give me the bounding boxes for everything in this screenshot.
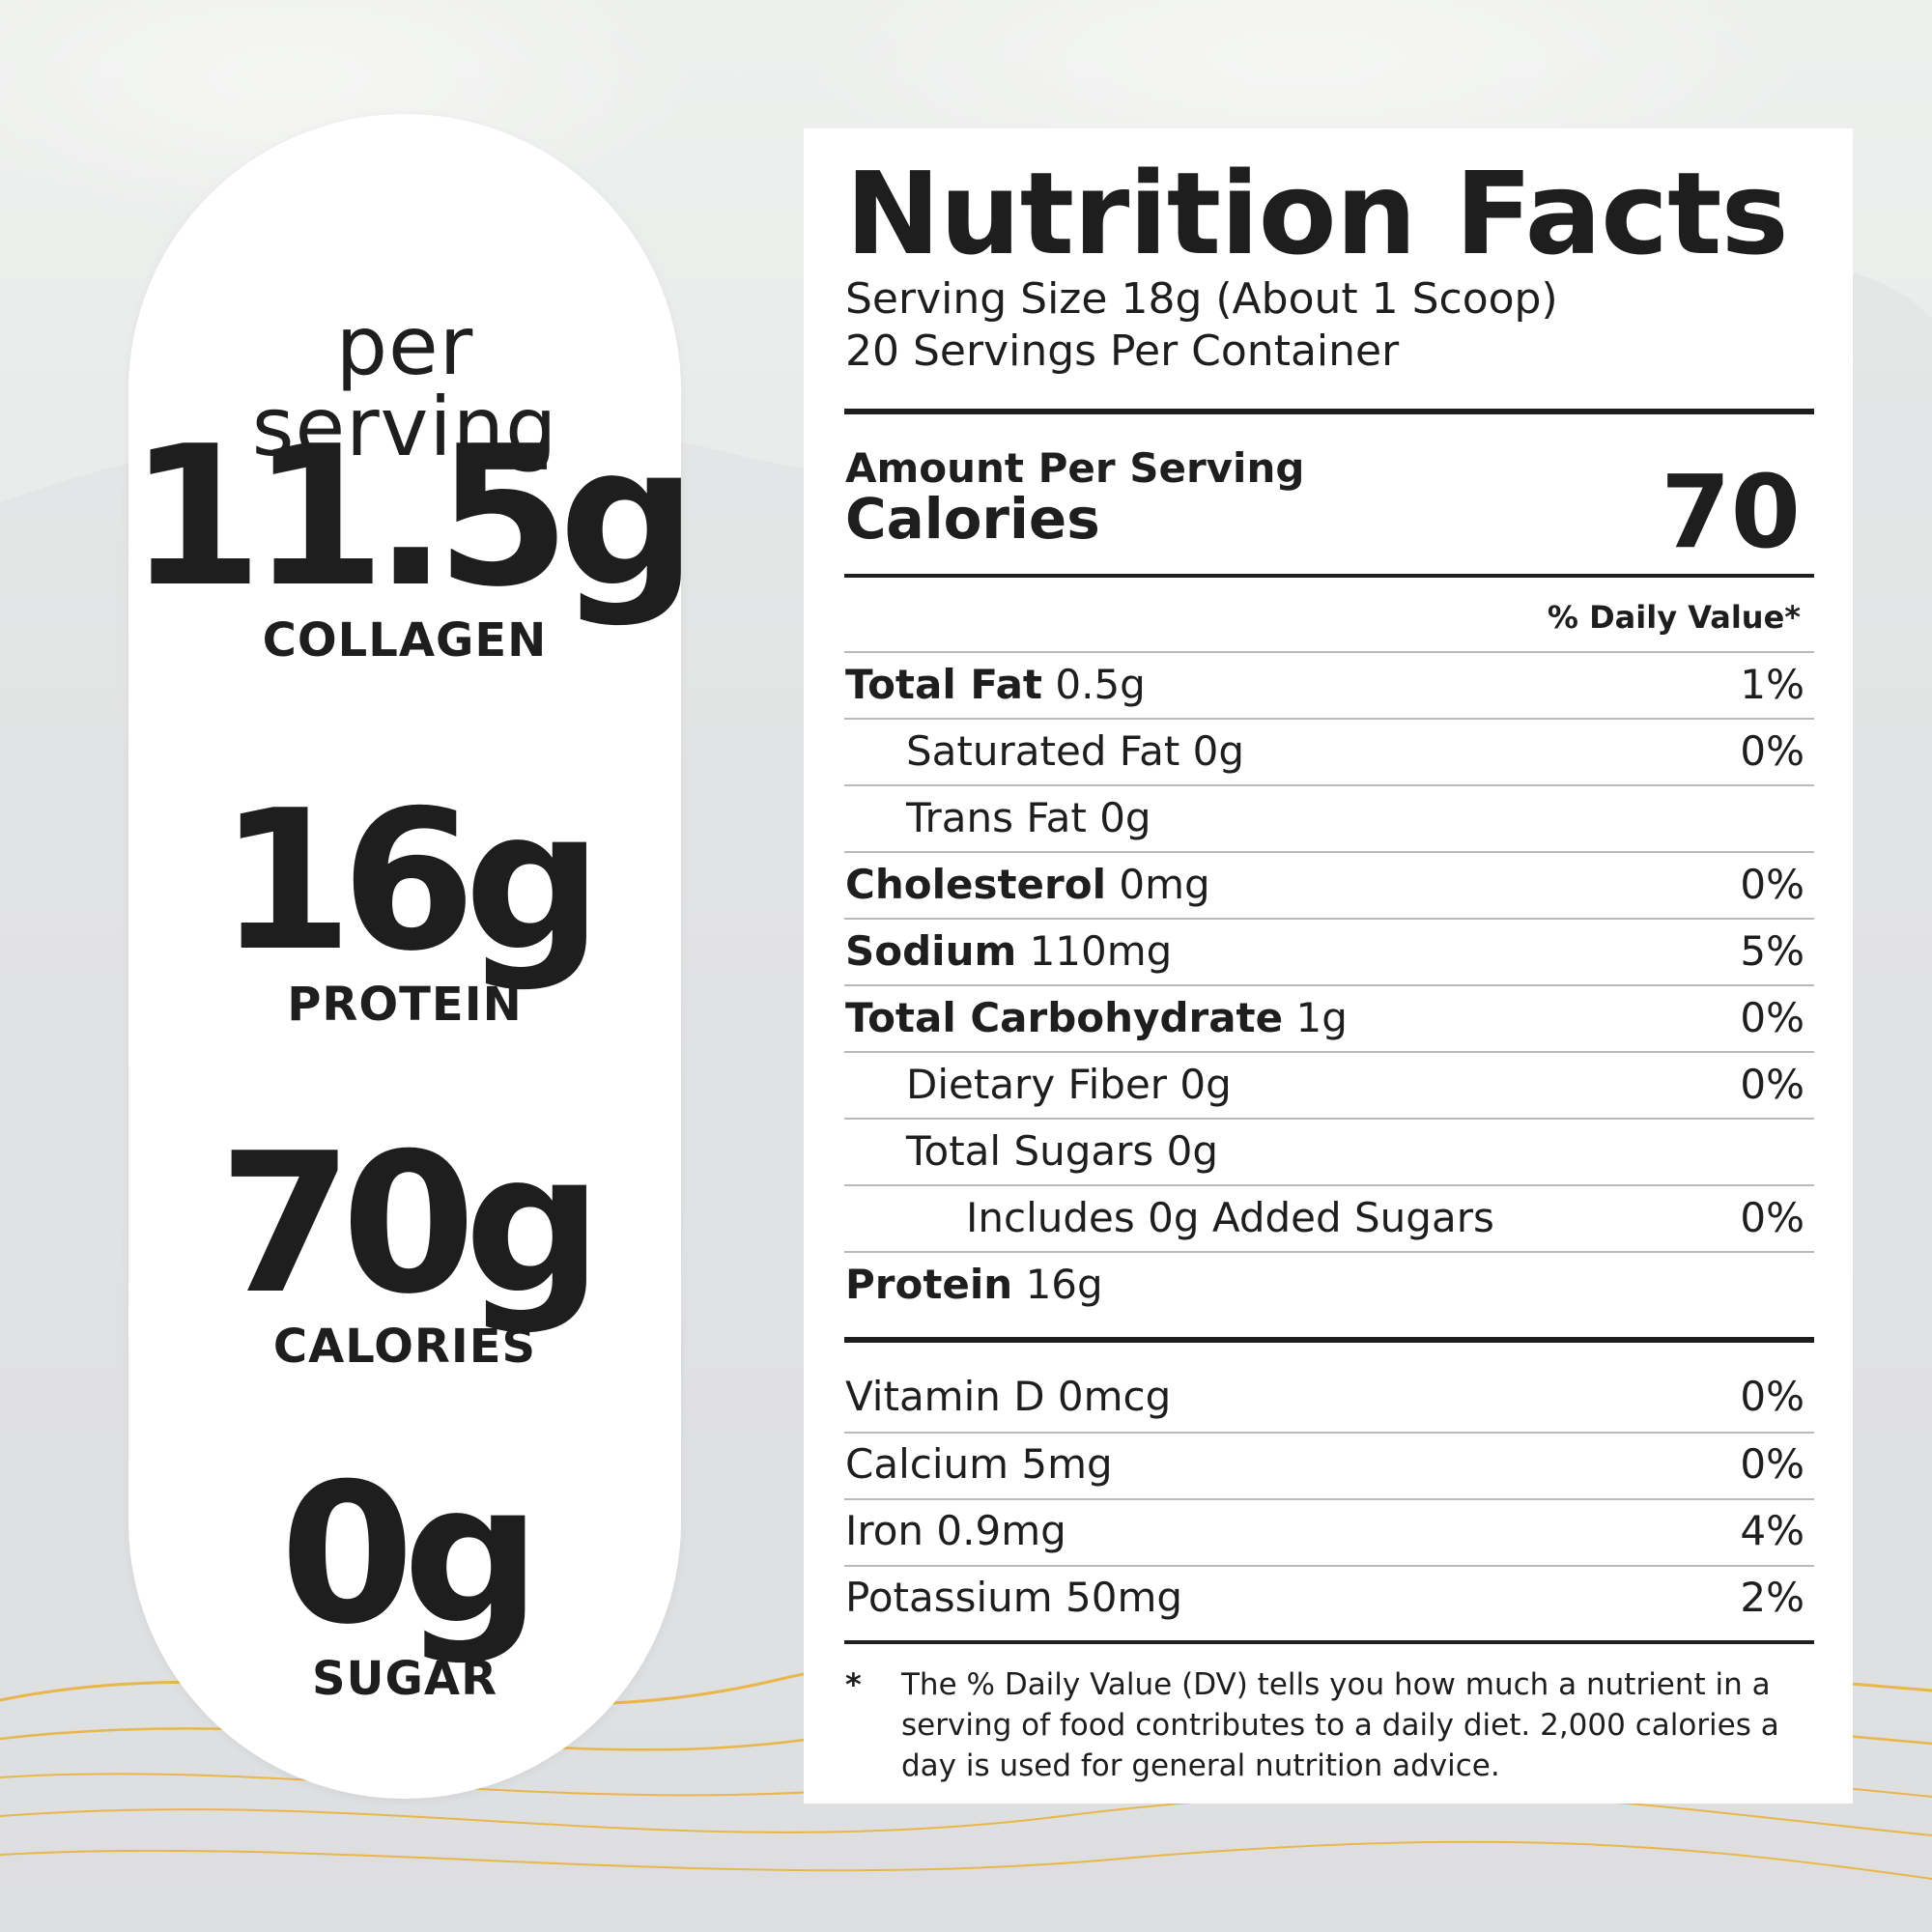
- nutrient-amount: 0mg: [1106, 861, 1210, 908]
- collagen-value: 11.5g: [128, 405, 697, 630]
- vitamin-dv: 0%: [1740, 1440, 1804, 1488]
- vitamin-dv: 4%: [1740, 1507, 1804, 1554]
- vitamin-amount: Vitamin D 0mcg: [845, 1373, 1172, 1420]
- sugar-label: SUGAR: [311, 1652, 498, 1706]
- nutrient-row-sodium: Sodium 110mg 5%: [845, 919, 1804, 984]
- nutrition-facts-panel: Nutrition Facts Serving Size 18g (About …: [804, 128, 1853, 1804]
- nutrient-amount: Dietary Fiber 0g: [906, 1061, 1232, 1108]
- per-serving-line2: serving: [251, 380, 558, 474]
- nutrient-amount: Trans Fat 0g: [906, 794, 1151, 841]
- vitamin-amount: Potassium 50mg: [845, 1574, 1183, 1621]
- row-divider: [844, 851, 1814, 853]
- vitamin-dv: 0%: [1740, 1373, 1804, 1420]
- row-divider: [844, 1498, 1814, 1500]
- vitamin-amount: Calcium 5mg: [845, 1440, 1113, 1488]
- protein-label: PROTEIN: [287, 978, 523, 1032]
- serving-size: Serving Size 18g (About 1 Scoop): [845, 274, 1558, 324]
- nutrient-row-total-carbohydrate: Total Carbohydrate 1g 0%: [845, 985, 1804, 1051]
- nutrient-amount: Total Sugars 0g: [906, 1127, 1218, 1175]
- nutrient-dv: 0%: [1740, 727, 1804, 775]
- calories-label: CALORIES: [272, 1320, 537, 1374]
- nutrient-dv: 1%: [1740, 661, 1804, 708]
- vitamin-row-vitamin-d: Vitamin D 0mcg 0%: [845, 1364, 1804, 1430]
- collagen-label: COLLAGEN: [262, 613, 548, 668]
- nutrient-amount: Saturated Fat 0g: [906, 727, 1245, 775]
- nutrient-dv: 0%: [1740, 1061, 1804, 1108]
- nutrient-name: Total Fat: [845, 661, 1043, 708]
- row-divider: [844, 1118, 1814, 1120]
- nutrient-row-saturated-fat: Saturated Fat 0g 0%: [906, 719, 1804, 784]
- protein-value: 16g: [218, 769, 602, 994]
- vitamin-row-iron: Iron 0.9mg 4%: [845, 1498, 1804, 1564]
- daily-value-footnote: The % Daily Value (DV) tells you how muc…: [901, 1667, 1779, 1783]
- per-serving-pill: per serving 11.5g COLLAGEN 16g PROTEIN 7…: [128, 114, 697, 1799]
- calories-heading: Calories: [845, 486, 1100, 552]
- nutrient-amount: 1g: [1283, 994, 1348, 1041]
- nutrition-facts-title: Nutrition Facts: [845, 147, 1789, 280]
- nutrient-row-protein: Protein 16g: [845, 1252, 1804, 1318]
- daily-value-header: % Daily Value*: [1547, 599, 1801, 636]
- nutrient-dv: 0%: [1740, 1194, 1804, 1241]
- thick-divider: [844, 1337, 1814, 1343]
- vitamin-row-calcium: Calcium 5mg 0%: [845, 1432, 1804, 1497]
- row-divider: [844, 784, 1814, 786]
- per-serving-heading: per serving: [128, 305, 681, 468]
- row-divider: [844, 1184, 1814, 1186]
- nutrient-dv: 5%: [1740, 927, 1804, 975]
- row-divider: [844, 718, 1814, 720]
- per-serving-line1: per: [335, 298, 474, 393]
- footnote-marker: *: [845, 1666, 862, 1703]
- nutrient-name: Total Carbohydrate: [845, 994, 1284, 1041]
- nutrient-dv: 0%: [1740, 994, 1804, 1041]
- nutrient-amount: 110mg: [1016, 927, 1173, 975]
- thick-divider: [844, 409, 1814, 414]
- nutrient-row-cholesterol: Cholesterol 0mg 0%: [845, 852, 1804, 918]
- vitamin-amount: Iron 0.9mg: [845, 1507, 1066, 1554]
- nutrient-name: Cholesterol: [845, 861, 1106, 908]
- vitamin-dv: 2%: [1740, 1574, 1804, 1621]
- nutrient-row-trans-fat: Trans Fat 0g: [906, 785, 1804, 851]
- medium-divider: [844, 1640, 1814, 1644]
- nutrient-row-total-sugars: Total Sugars 0g: [906, 1119, 1804, 1184]
- medium-divider: [844, 574, 1814, 578]
- row-divider: [844, 1432, 1814, 1434]
- calories-value: 70g: [218, 1112, 602, 1337]
- nutrient-row-added-sugars: Includes 0g Added Sugars 0%: [966, 1185, 1804, 1251]
- vitamin-row-potassium: Potassium 50mg 2%: [845, 1565, 1804, 1631]
- nutrient-amount: 0.5g: [1042, 661, 1146, 708]
- calories-amount: 70: [1661, 453, 1801, 571]
- row-divider: [844, 984, 1814, 986]
- nutrient-amount: 16g: [1012, 1261, 1103, 1308]
- nutrient-name: Sodium: [845, 927, 1017, 975]
- row-divider: [844, 1565, 1814, 1567]
- nutrient-amount: Includes 0g Added Sugars: [966, 1194, 1494, 1241]
- nutrient-dv: 0%: [1740, 861, 1804, 908]
- nutrient-row-total-fat: Total Fat 0.5g 1%: [845, 652, 1804, 718]
- row-divider: [844, 1251, 1814, 1253]
- nutrient-name: Protein: [845, 1261, 1013, 1308]
- sugar-value: 0g: [279, 1442, 541, 1667]
- amount-per-serving: Amount Per Serving: [845, 444, 1305, 492]
- servings-per-container: 20 Servings Per Container: [845, 327, 1400, 376]
- row-divider: [844, 1051, 1814, 1053]
- row-divider: [844, 651, 1814, 653]
- row-divider: [844, 918, 1814, 920]
- nutrient-row-dietary-fiber: Dietary Fiber 0g 0%: [906, 1052, 1804, 1118]
